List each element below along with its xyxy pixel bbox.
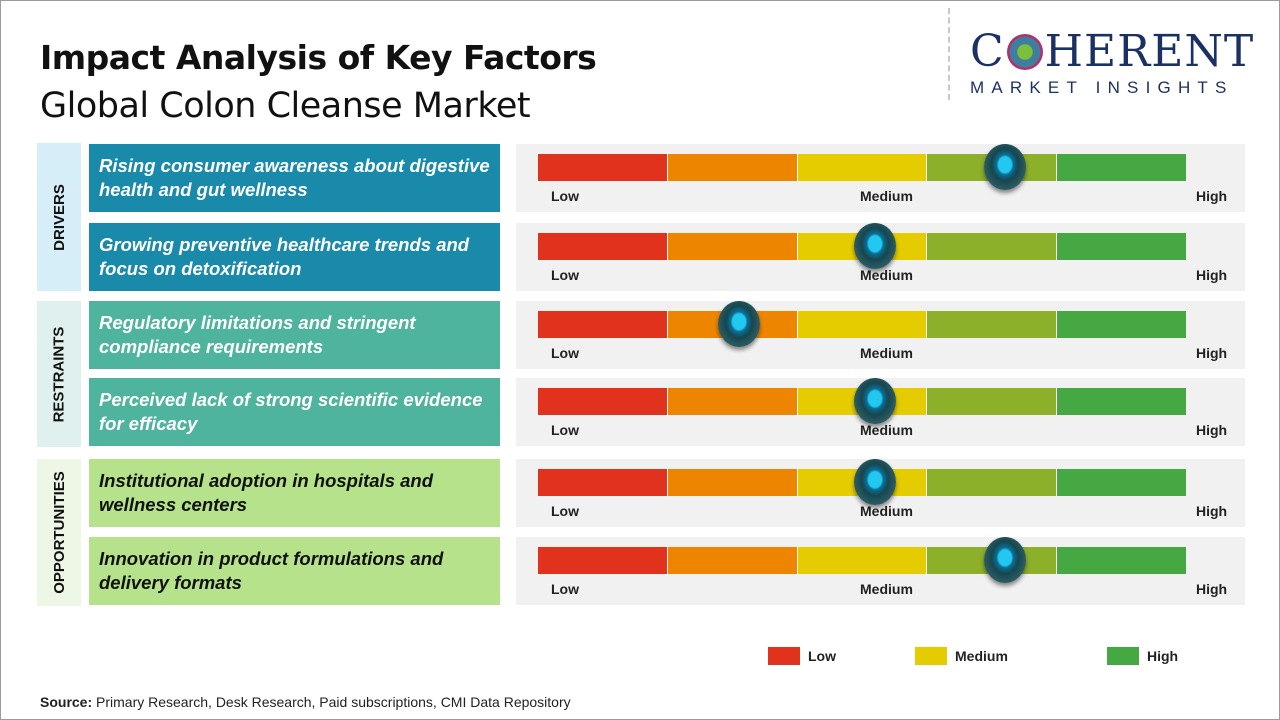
gauge-segment <box>797 547 928 574</box>
gauge-segment <box>538 154 668 181</box>
gauge-label-low: Low <box>551 503 579 519</box>
legend-label: Medium <box>955 648 1008 664</box>
factor-label: Growing preventive healthcare trends and… <box>89 223 500 291</box>
gauge-segment <box>1057 469 1186 496</box>
logo-subtext: MARKET INSIGHTS <box>970 78 1234 97</box>
gauge-bar <box>538 547 1186 574</box>
gauge-segment <box>538 233 668 260</box>
gauge-segment <box>797 154 928 181</box>
gauge-segment <box>667 388 798 415</box>
category-label: RESTRAINTS <box>50 326 68 422</box>
factor-label: Innovation in product formulations and d… <box>89 537 500 605</box>
source-text: Primary Research, Desk Research, Paid su… <box>92 694 571 710</box>
gauge-bar <box>538 469 1186 496</box>
category-restraints: RESTRAINTS <box>37 301 81 447</box>
gauge-segment <box>667 154 798 181</box>
gauge-label-medium: Medium <box>860 188 913 204</box>
gauge-segment <box>927 469 1058 496</box>
legend-label: High <box>1147 648 1179 664</box>
gauge-knob-icon <box>983 537 1026 583</box>
gauge-segment <box>538 547 668 574</box>
gauge-label-high: High <box>1196 267 1228 283</box>
impact-gauge: Low Medium High <box>516 378 1245 446</box>
impact-gauge: Low Medium High <box>516 537 1245 605</box>
category-opportunities: OPPORTUNITIES <box>37 459 81 606</box>
gauge-bar <box>538 311 1186 338</box>
legend-item-high: High <box>1107 647 1178 665</box>
legend-label: Low <box>808 648 836 664</box>
gauge-segment <box>538 311 668 338</box>
gauge-label-high: High <box>1196 581 1228 597</box>
impact-gauge: Low Medium High <box>516 223 1245 291</box>
factor-label: Institutional adoption in hospitals and … <box>89 459 500 527</box>
gauge-label-low: Low <box>551 422 579 438</box>
divider <box>948 8 950 100</box>
impact-gauge: Low Medium High <box>516 301 1245 369</box>
gauge-label-medium: Medium <box>860 267 913 283</box>
gauge-knob-icon <box>853 223 896 269</box>
logo-text-left: C <box>970 26 1005 77</box>
gauge-label-medium: Medium <box>860 581 913 597</box>
gauge-label-medium: Medium <box>860 422 913 438</box>
gauge-segment <box>1057 154 1186 181</box>
legend-swatch-high <box>1107 647 1139 665</box>
legend-item-medium: Medium <box>915 647 1008 665</box>
logo-text-right: HERENT <box>1044 26 1255 77</box>
impact-gauge: Low Medium High <box>516 459 1245 527</box>
category-label: DRIVERS <box>50 183 68 251</box>
category-label: OPPORTUNITIES <box>50 471 68 594</box>
globe-icon <box>1006 34 1043 70</box>
gauge-segment <box>927 311 1058 338</box>
legend-swatch-low <box>768 647 800 665</box>
gauge-knob-icon <box>853 378 896 424</box>
gauge-knob-icon <box>717 301 760 347</box>
gauge-label-high: High <box>1196 422 1228 438</box>
gauge-segment <box>927 233 1058 260</box>
gauge-knob-icon <box>853 459 896 505</box>
gauge-knob-icon <box>983 144 1026 190</box>
gauge-segment <box>1057 233 1186 260</box>
gauge-segment <box>667 233 798 260</box>
source-note: Source: Primary Research, Desk Research,… <box>40 694 571 710</box>
gauge-label-low: Low <box>551 345 579 361</box>
gauge-label-high: High <box>1196 188 1228 204</box>
company-logo: C HERENT MARKET INSIGHTS <box>970 30 1260 98</box>
gauge-segment <box>667 469 798 496</box>
gauge-label-low: Low <box>551 188 579 204</box>
gauge-bar <box>538 154 1186 181</box>
gauge-label-medium: Medium <box>860 345 913 361</box>
gauge-label-low: Low <box>551 581 579 597</box>
gauge-segment <box>1057 547 1186 574</box>
gauge-bar <box>538 233 1186 260</box>
legend-swatch-medium <box>915 647 947 665</box>
gauge-label-high: High <box>1196 503 1228 519</box>
gauge-segment <box>927 388 1058 415</box>
gauge-label-high: High <box>1196 345 1228 361</box>
page-subtitle: Global Colon Cleanse Market <box>40 86 531 126</box>
gauge-segment <box>797 311 928 338</box>
impact-gauge: Low Medium High <box>516 144 1245 212</box>
gauge-segment <box>1057 388 1186 415</box>
factor-label: Rising consumer awareness about digestiv… <box>89 144 500 212</box>
factor-label: Perceived lack of strong scientific evid… <box>89 378 500 446</box>
gauge-bar <box>538 388 1186 415</box>
category-drivers: DRIVERS <box>37 143 81 291</box>
source-label: Source: <box>40 694 93 710</box>
gauge-segment <box>667 547 798 574</box>
gauge-label-medium: Medium <box>860 503 913 519</box>
gauge-label-low: Low <box>551 267 579 283</box>
legend-item-low: Low <box>768 647 836 665</box>
page-title: Impact Analysis of Key Factors <box>40 38 597 77</box>
gauge-segment <box>538 388 668 415</box>
factor-label: Regulatory limitations and stringent com… <box>89 301 500 369</box>
gauge-segment <box>1057 311 1186 338</box>
gauge-segment <box>538 469 668 496</box>
